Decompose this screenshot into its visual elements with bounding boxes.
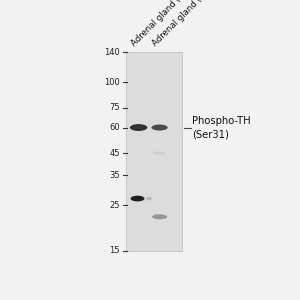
Text: Adrenal gland (M): Adrenal gland (M)	[130, 0, 190, 47]
Text: 45: 45	[110, 148, 120, 158]
Ellipse shape	[146, 197, 152, 200]
Text: 140: 140	[104, 48, 120, 57]
Text: 35: 35	[110, 171, 120, 180]
Ellipse shape	[130, 124, 147, 131]
Text: Adrenal gland (R): Adrenal gland (R)	[151, 0, 210, 47]
Text: 15: 15	[110, 246, 120, 255]
Ellipse shape	[153, 152, 166, 155]
Ellipse shape	[152, 124, 168, 130]
Text: 25: 25	[110, 201, 120, 210]
Ellipse shape	[130, 196, 145, 201]
Bar	[126, 52, 182, 251]
Text: 100: 100	[104, 78, 120, 87]
Text: 75: 75	[110, 103, 120, 112]
Text: Phospho-TH
(Ser31): Phospho-TH (Ser31)	[192, 116, 251, 139]
Text: 60: 60	[110, 123, 120, 132]
Ellipse shape	[152, 214, 167, 219]
